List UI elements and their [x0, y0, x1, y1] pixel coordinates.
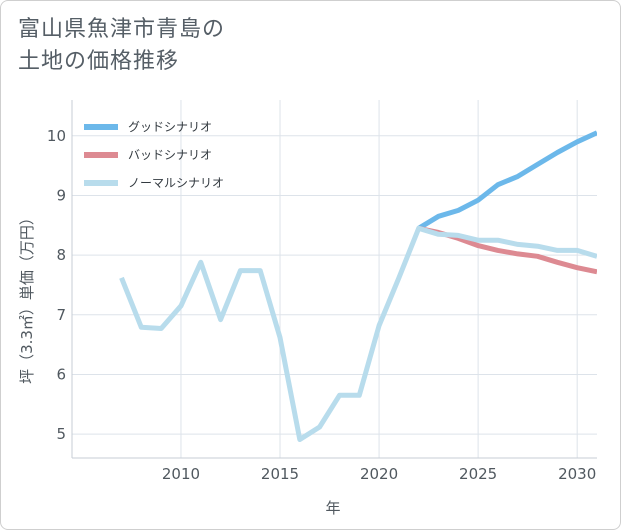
x-axis-label: 年	[325, 499, 340, 517]
x-tick-label-2020: 2020	[360, 465, 398, 483]
grid-lines	[72, 100, 597, 458]
legend-label-normal: ノーマルシナリオ	[128, 176, 224, 190]
chart-title-line2: 土地の価格推移	[18, 49, 180, 74]
series-lines	[119, 130, 597, 442]
x-tick-label-2030: 2030	[558, 465, 596, 483]
chart-title-line1: 富山県魚津市青島の	[18, 17, 226, 42]
axes	[71, 100, 597, 459]
plot-area	[72, 100, 597, 458]
x-tick-label-2010: 2010	[162, 465, 200, 483]
y-tick-label-10: 10	[47, 127, 66, 145]
y-tick-label-5: 5	[56, 425, 66, 443]
x-tick-label-2025: 2025	[459, 465, 497, 483]
y-tick-label-9: 9	[56, 186, 66, 204]
legend-label-good: グッドシナリオ	[128, 120, 212, 134]
chart-title: 富山県魚津市青島の 土地の価格推移	[18, 14, 225, 78]
y-tick-label-8: 8	[56, 246, 66, 264]
series-line-good	[417, 130, 597, 231]
series-line-normal	[119, 225, 597, 442]
y-tick-label-7: 7	[56, 306, 66, 324]
y-tick-label-6: 6	[56, 365, 66, 383]
x-tick-label-2015: 2015	[261, 465, 299, 483]
legend-label-bad: バッドシナリオ	[128, 148, 212, 162]
tick-labels: 2010 2015 2020 2025 2030 5 6 7 8 9 10	[47, 127, 596, 483]
y-axis-label: 坪（3.3㎡）単価（万円）	[18, 210, 36, 384]
